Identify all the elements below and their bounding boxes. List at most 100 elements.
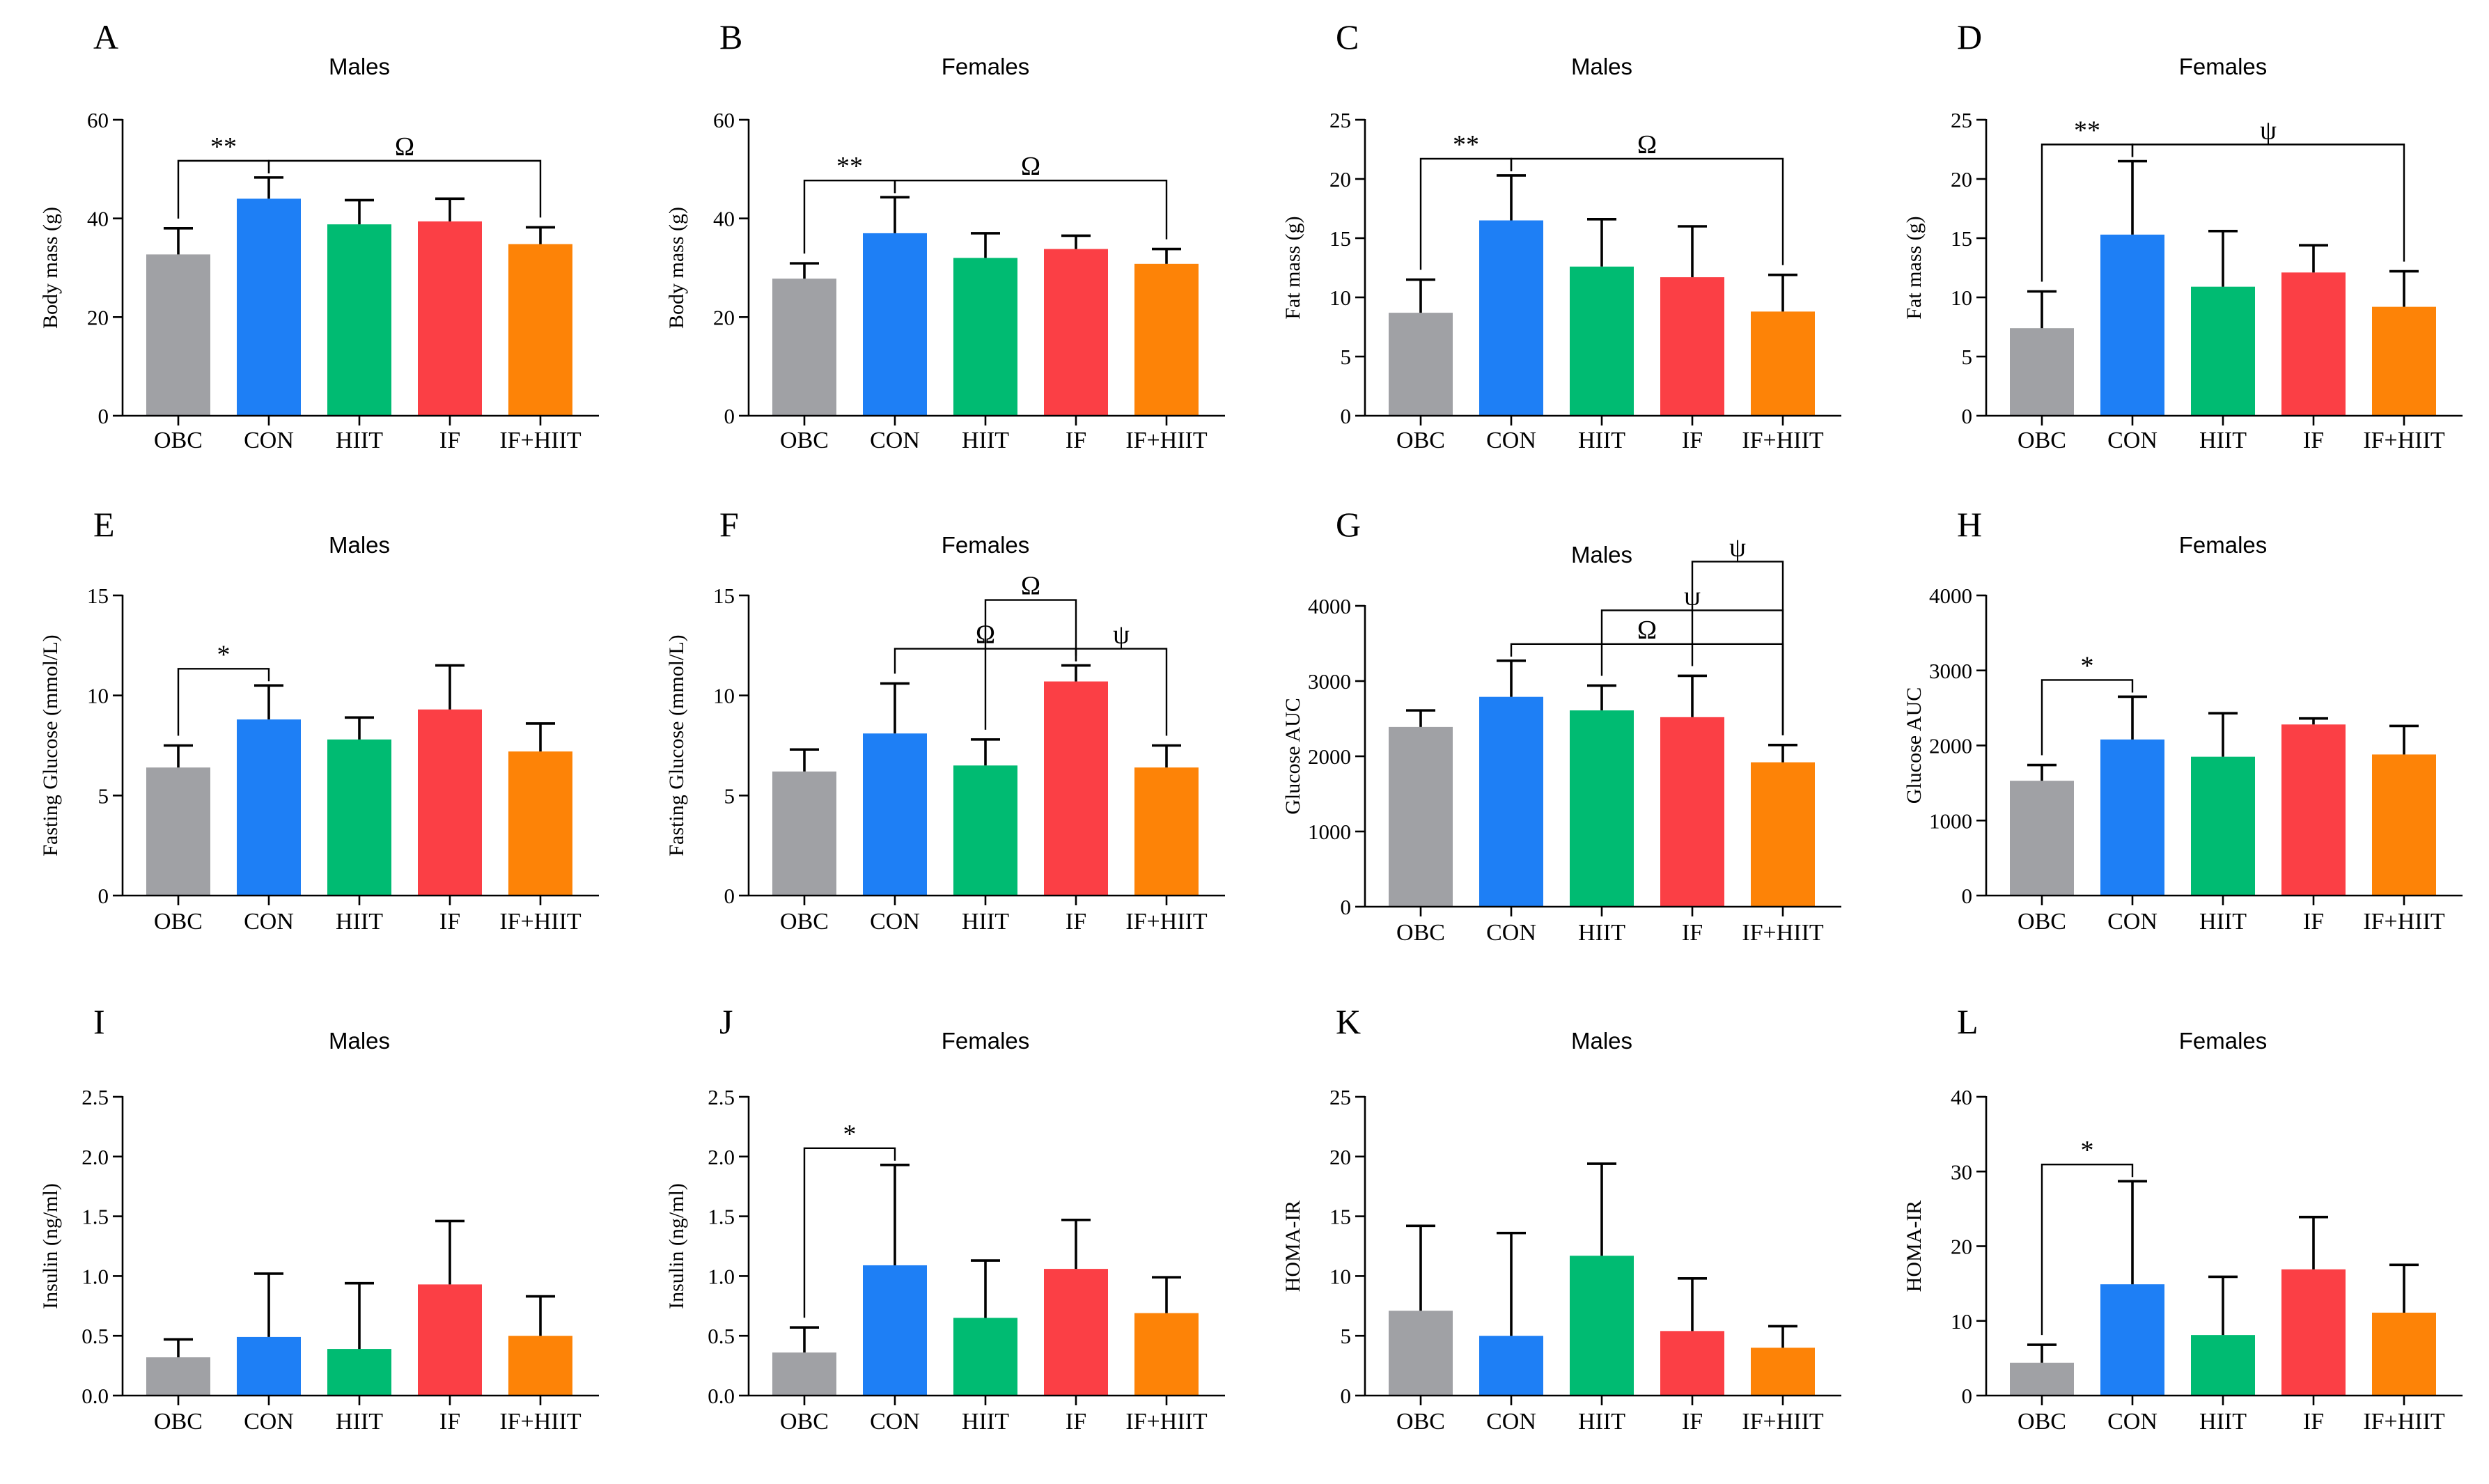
x-tick-label: OBC [1396,1409,1445,1435]
panel-title: Females [942,1028,1030,1054]
chart-panel-l: L Females HOMA-IR 0 10 20 30 40 OBC CON HIIT IF IF+H… [1903,1002,2463,1435]
bar-if [1660,1331,1724,1396]
x-tick-label: OBC [2018,1409,2066,1435]
bar-hiit [953,258,1017,416]
chart-panel-g: G Males Glucose AUC 0 1000 2000 3000 4000 OBC CON… [1281,505,1841,946]
bar-if [1044,681,1108,896]
bar-if [1660,277,1724,416]
x-tick-label: IF [439,909,460,935]
significance-bracket [894,180,1168,240]
bar-if [418,709,482,896]
y-axis-label: Fat mass (g) [1903,216,1926,319]
panel-title: Females [2179,1028,2268,1054]
y-tick-label: 5 [724,783,735,808]
bar-con [237,198,301,416]
significance-bracket [803,1147,896,1318]
y-tick-label: 25 [1329,108,1351,132]
bar-if [2281,1269,2346,1396]
y-tick-label: 0 [1341,404,1352,428]
bar-con [237,1336,301,1396]
bar-con [2100,234,2164,416]
x-tick-label: CON [1486,428,1536,453]
panel-letter: J [719,1002,733,1041]
bar-if [2281,724,2346,896]
x-tick-label: HIIT [1578,428,1625,453]
y-axis-label: Insulin (ng/ml) [39,1183,62,1309]
significance-label: Ω [395,132,414,162]
y-axis-label: Body mass (g) [665,207,688,329]
bar-con [1479,696,1543,907]
y-tick-label: 0 [1341,1384,1352,1408]
x-tick-label: HIIT [1578,920,1625,946]
x-tick-label: OBC [780,1409,829,1435]
y-tick-label: 10 [713,684,735,708]
y-tick-label: 0.5 [81,1324,109,1348]
y-axis-label: Glucose AUC [1903,687,1926,804]
significance-label: * [2081,1136,2094,1165]
bar-if [1044,249,1108,416]
x-tick-label: IF [2303,428,2324,453]
bar-hiit [1570,710,1634,907]
y-tick-label: 0.0 [708,1384,735,1408]
y-axis-label: Insulin (ng/ml) [665,1183,688,1309]
y-tick-label: 10 [1329,1264,1351,1288]
significance-bracket [2041,1163,2134,1336]
y-tick-label: 0 [1962,884,1973,908]
y-tick-label: 5 [1962,345,1973,369]
x-tick-label: OBC [2018,909,2066,935]
bar-obc [2010,328,2074,416]
significance-label: * [217,640,231,669]
x-tick-label: HIIT [2199,1409,2247,1435]
y-axis-label: Fasting Glucose (mmol/L) [39,634,62,856]
significance-label: ψ [1729,533,1746,562]
x-tick-label: CON [870,1409,920,1435]
panel-letter: B [719,17,742,56]
chart-panel-e: E Males Fasting Glucose (mmol/L) 0 5 10 15 OBC C… [39,505,599,935]
y-tick-label: 20 [1329,1145,1351,1169]
x-tick-label: CON [244,428,294,453]
x-tick-label: IF [2303,1409,2324,1435]
y-tick-label: 40 [1951,1085,1972,1109]
panel-title: Males [329,532,390,558]
x-tick-label: OBC [2018,428,2066,453]
y-tick-label: 10 [1951,286,1972,310]
x-tick-label: CON [2107,909,2158,935]
bar-if-plus-hiit [1134,1313,1199,1396]
significance-label: ψ [2260,116,2277,146]
bar-obc [146,1357,210,1396]
y-tick-label: 60 [87,108,109,132]
chart-panel-h: H Females Glucose AUC 0 1000 2000 3000 4000 OBC C… [1903,505,2463,935]
x-tick-label: IF [1682,1409,1703,1435]
y-tick-label: 1.0 [81,1264,109,1288]
y-tick-label: 0.5 [708,1324,735,1348]
y-tick-label: 2.5 [81,1085,109,1109]
x-tick-label: OBC [154,909,203,935]
chart-panel-f: F Females Fasting Glucose (mmol/L) 0 5 10 15 OB… [665,505,1225,935]
x-tick-label: IF [439,428,460,453]
y-tick-label: 30 [1951,1159,1972,1184]
y-tick-label: 20 [87,305,109,329]
x-tick-label: HIIT [962,428,1009,453]
y-tick-label: 15 [713,584,735,608]
x-tick-label: IF+HIIT [2363,428,2445,453]
significance-label: * [2081,651,2094,680]
bar-hiit [2191,756,2255,896]
panel-letter: K [1336,1002,1361,1041]
y-tick-label: 2000 [1929,734,1972,758]
panel-title: Females [942,54,1030,79]
bar-con [863,733,927,896]
significance-label: * [843,1120,857,1149]
significance-label: Ω [1637,616,1657,645]
y-axis-label: HOMA-IR [1281,1201,1304,1292]
x-tick-label: CON [2107,428,2158,453]
panel-title: Males [329,1028,390,1054]
bar-obc [1389,726,1453,907]
y-tick-label: 3000 [1929,659,1972,683]
x-tick-label: HIIT [962,1409,1009,1435]
bar-if [1660,717,1724,907]
bar-if-plus-hiit [2372,754,2436,896]
y-tick-label: 0 [98,884,109,908]
x-tick-label: IF+HIIT [2363,909,2445,935]
chart-panel-a: A Males Body mass (g) 0 20 40 60 OBC CON HIIT IF IF… [39,17,599,453]
x-tick-label: CON [870,428,920,453]
